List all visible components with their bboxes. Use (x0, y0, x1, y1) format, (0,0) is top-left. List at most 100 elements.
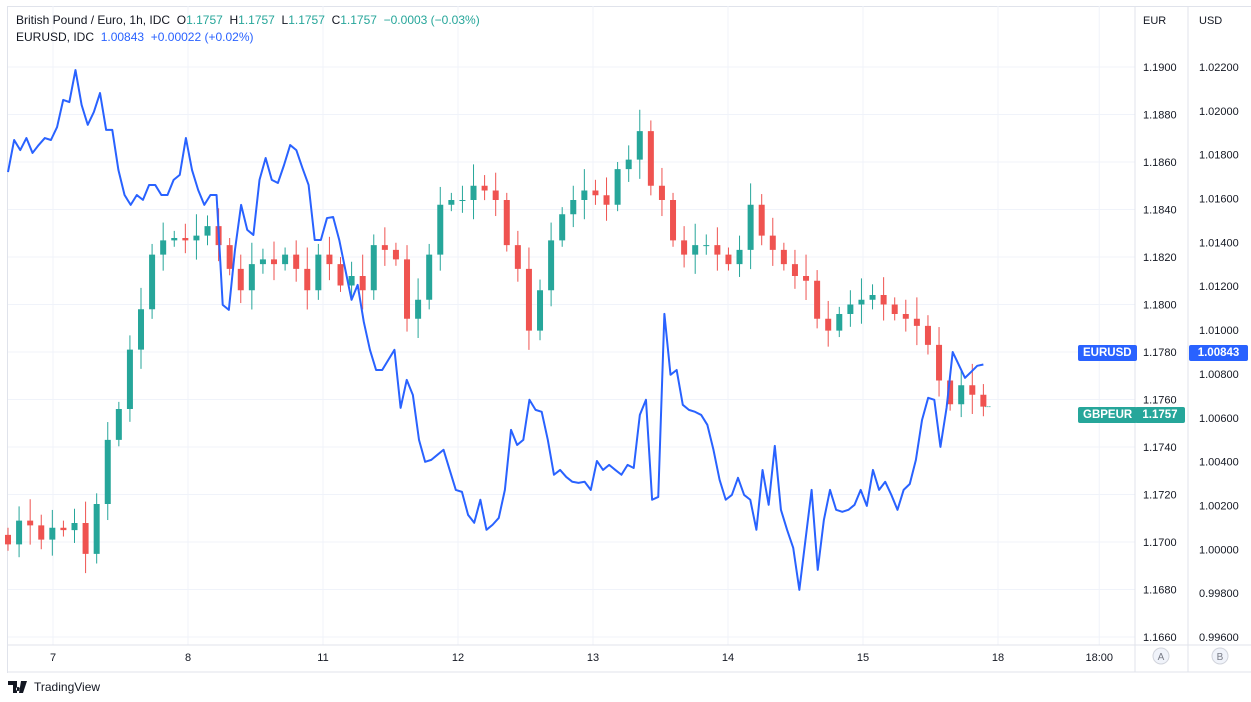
candle-body (182, 238, 189, 241)
candle-body (647, 131, 654, 186)
eur-axis-tick-label: 1.1780 (1143, 347, 1177, 359)
candle-body (138, 309, 145, 350)
compare-change: +0.00022 (+0.02%) (150, 30, 254, 44)
candle-body (614, 169, 621, 205)
candle-body (326, 254, 333, 265)
candle-body (969, 385, 976, 395)
candle-body (869, 295, 876, 300)
low-value: 1.1757 (288, 13, 325, 27)
candle-body (603, 195, 610, 205)
candle-body (470, 185, 477, 200)
open-label: O (176, 13, 187, 27)
candle-body (725, 254, 732, 265)
scale-b-button[interactable] (1211, 647, 1229, 665)
time-axis-tick-label: 12 (452, 652, 464, 664)
candle-body (337, 264, 344, 286)
eur-axis-tick-label: 1.1860 (1143, 157, 1177, 169)
high-label: H (229, 13, 239, 27)
eur-axis-tick-label: 1.1660 (1143, 632, 1177, 644)
candle-body (459, 200, 466, 201)
time-axis-tick-label: 15 (857, 652, 869, 664)
compare-value: 1.00843 (100, 30, 145, 44)
candle-body (392, 249, 399, 260)
candle-body (703, 245, 710, 247)
candle-body (681, 240, 688, 255)
candle-body (104, 439, 111, 504)
candle-body (149, 254, 156, 310)
candle-body (924, 325, 931, 345)
candle-body (891, 304, 898, 314)
candle-body (237, 268, 244, 291)
candle-body (126, 349, 133, 409)
gbpeur-series-label: GBPEUR (1078, 407, 1138, 423)
candle-body (913, 318, 920, 326)
candle-body (803, 276, 810, 281)
candle-body (847, 304, 854, 314)
candle-body (692, 245, 699, 255)
usd-axis-tick-label: 1.01000 (1199, 325, 1239, 337)
scale-a-button[interactable] (1152, 647, 1170, 665)
candle-body (226, 245, 233, 269)
candle-body (581, 190, 588, 200)
main-series-legend[interactable]: British Pound / Euro, 1h, IDC O1.1757 H1… (16, 13, 480, 27)
candle-body (769, 235, 776, 250)
eur-axis-tick-label: 1.1840 (1143, 205, 1177, 217)
eur-axis-tick-label: 1.1720 (1143, 490, 1177, 502)
usd-axis-title: USD (1199, 15, 1222, 27)
scale-b-button-label: B (1217, 652, 1224, 663)
candle-body (259, 259, 266, 265)
candle-body (858, 299, 865, 305)
candle-body (481, 185, 488, 191)
time-axis-tick-label: 8 (185, 652, 191, 664)
candle-body (271, 259, 278, 265)
change-value: −0.0003 (−0.03%) (383, 13, 480, 27)
candle-body (936, 344, 943, 381)
usd-axis-tick-label: 0.99800 (1199, 588, 1239, 600)
candle-body (38, 525, 45, 540)
candle-body (670, 200, 677, 241)
compare-series-legend[interactable]: EURUSD, IDC 1.00843 +0.00022 (+0.02%) (16, 30, 254, 44)
candle-body (315, 254, 322, 291)
candle-body (714, 245, 721, 255)
compare-series-title: EURUSD, IDC (16, 30, 95, 44)
candle-body (492, 190, 499, 200)
open-value: 1.1757 (186, 13, 223, 27)
eur-axis-tick-label: 1.1740 (1143, 442, 1177, 454)
eurusd-price-tag: 1.00843 (1189, 345, 1248, 361)
candle-body (736, 249, 743, 265)
candle-body (902, 314, 909, 319)
candle-body (570, 200, 577, 215)
candle-body (426, 254, 433, 300)
candle-body (404, 259, 411, 319)
candle-body (282, 254, 289, 265)
candle-body (880, 295, 887, 305)
candle-body (304, 268, 311, 291)
candle-body (293, 254, 300, 269)
eurusd-line (7, 69, 984, 591)
eur-axis-tick-label: 1.1820 (1143, 252, 1177, 264)
candle-body (359, 276, 366, 291)
candle-body (171, 238, 178, 241)
candle-body (758, 204, 765, 236)
main-series-title: British Pound / Euro, 1h, IDC (16, 13, 171, 27)
candle-body (592, 190, 599, 196)
scale-a-button-label: A (1158, 652, 1165, 663)
eur-axis-tick-label: 1.1900 (1143, 62, 1177, 74)
time-axis-tick-label: 18 (992, 652, 1004, 664)
usd-axis-tick-label: 1.01600 (1199, 194, 1239, 206)
candle-body (514, 245, 521, 269)
time-axis-tick-label: 14 (722, 652, 734, 664)
eur-axis-title: EUR (1143, 15, 1166, 27)
candle-body (537, 290, 544, 331)
high-value: 1.1757 (238, 13, 275, 27)
usd-axis-tick-label: 1.00000 (1199, 544, 1239, 556)
candle-body (836, 314, 843, 331)
usd-axis-tick-label: 1.00800 (1199, 369, 1239, 381)
chart-frame (7, 6, 1251, 673)
eur-axis-tick-label: 1.1880 (1143, 110, 1177, 122)
tradingview-logo[interactable]: TradingView (8, 680, 100, 694)
usd-axis-tick-label: 1.01200 (1199, 281, 1239, 293)
close-value: 1.1757 (340, 13, 377, 27)
candle-body (625, 159, 632, 170)
